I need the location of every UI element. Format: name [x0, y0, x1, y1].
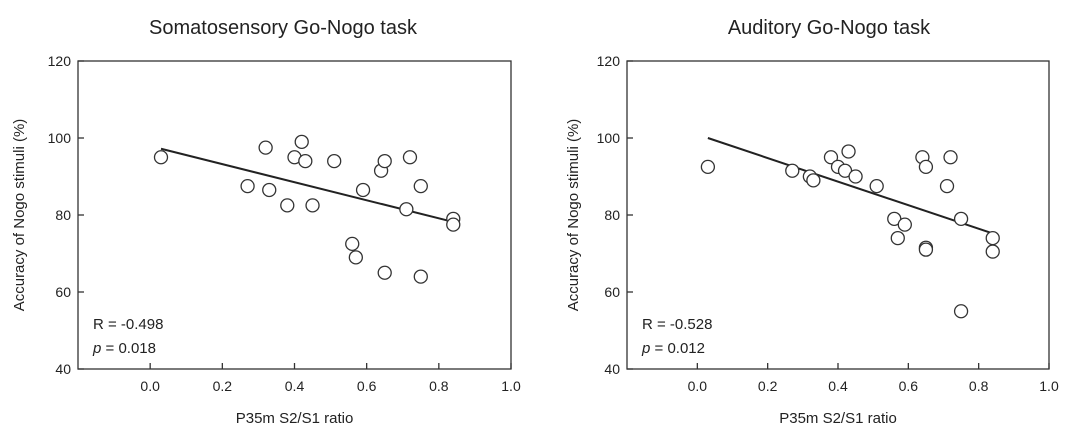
data-point: [848, 169, 863, 184]
data-point: [985, 230, 1000, 246]
data-point: [897, 217, 912, 232]
chart-title: Somatosensory Go-Nogo task: [149, 17, 418, 39]
data-point: [869, 178, 884, 194]
x-tick-label: 0.8: [429, 378, 449, 394]
data-point: [918, 159, 934, 175]
x-tick-label: 1.0: [1039, 378, 1059, 394]
p-value-text: = 0.012: [650, 340, 705, 357]
x-tick-label: 1.0: [501, 378, 521, 394]
x-axis-label: P35m S2/S1 ratio: [236, 410, 354, 427]
x-tick-label: 0.4: [285, 378, 305, 394]
x-tick-label: 0.2: [758, 378, 778, 394]
data-point: [355, 182, 371, 198]
y-tick-label: 60: [55, 284, 71, 300]
data-point: [240, 178, 255, 194]
data-point: [298, 153, 313, 169]
y-tick-label: 120: [48, 53, 72, 69]
data-point: [377, 265, 392, 280]
chart-panel-1: Somatosensory Go-Nogo task 40 60 80 100 120 0.…: [11, 17, 521, 427]
p-value: p = 0.012: [641, 340, 705, 357]
x-tick-label: 0.0: [140, 378, 160, 394]
data-point: [700, 159, 716, 175]
x-axis-label: P35m S2/S1 ratio: [779, 410, 897, 427]
chart-panel-2: Auditory Go-Nogo task 40 60 80 100 120 0.0 0.2 0…: [565, 17, 1059, 427]
y-tick-label: 40: [604, 361, 620, 377]
y-axis-label: Accuracy of Nogo stimuli (%): [565, 119, 582, 312]
correlation-r: R = -0.528: [642, 316, 712, 333]
data-point: [446, 217, 461, 232]
correlation-r: R = -0.498: [93, 316, 163, 333]
regression-line: [707, 137, 994, 235]
data-point: [262, 182, 277, 198]
data-point: [890, 230, 905, 246]
data-point: [918, 242, 934, 257]
p-symbol: p: [92, 340, 101, 357]
data-point: [939, 178, 955, 194]
data-point: [377, 153, 392, 169]
y-tick-label: 80: [604, 207, 620, 223]
data-point: [953, 304, 969, 319]
data-point: [348, 250, 363, 265]
data-point: [305, 198, 320, 213]
data-point: [153, 150, 169, 165]
data-point: [413, 269, 428, 284]
x-tick-label: 0.4: [828, 378, 848, 394]
x-tick-label: 0.0: [688, 378, 708, 394]
chart-title: Auditory Go-Nogo task: [728, 17, 931, 39]
x-tick-label: 0.8: [969, 378, 989, 394]
x-tick-label: 0.6: [899, 378, 919, 394]
data-point: [294, 134, 309, 150]
y-tick-label: 40: [55, 361, 71, 377]
x-tick-label: 0.2: [213, 378, 233, 394]
data-point: [413, 178, 428, 194]
data-point: [823, 150, 839, 165]
data-point: [841, 144, 856, 159]
p-value-text: = 0.018: [101, 340, 156, 357]
y-axis-label: Accuracy of Nogo stimuli (%): [11, 119, 28, 312]
data-point: [943, 150, 958, 165]
y-tick-label: 60: [604, 284, 620, 300]
p-symbol: p: [641, 340, 650, 357]
y-tick-label: 100: [48, 130, 72, 146]
data-point: [327, 153, 342, 169]
data-point: [280, 198, 295, 213]
y-tick-label: 100: [597, 130, 621, 146]
y-tick-label: 120: [597, 53, 621, 69]
data-point: [258, 140, 273, 155]
data-point: [953, 211, 969, 227]
p-value: p = 0.018: [92, 340, 156, 357]
data-point: [402, 150, 418, 165]
x-tick-label: 0.6: [357, 378, 377, 394]
data-point: [345, 236, 360, 252]
data-point: [399, 202, 414, 217]
y-tick-label: 80: [55, 207, 71, 223]
data-point: [985, 244, 1000, 259]
data-point: [785, 163, 800, 178]
data-point: [806, 173, 821, 188]
